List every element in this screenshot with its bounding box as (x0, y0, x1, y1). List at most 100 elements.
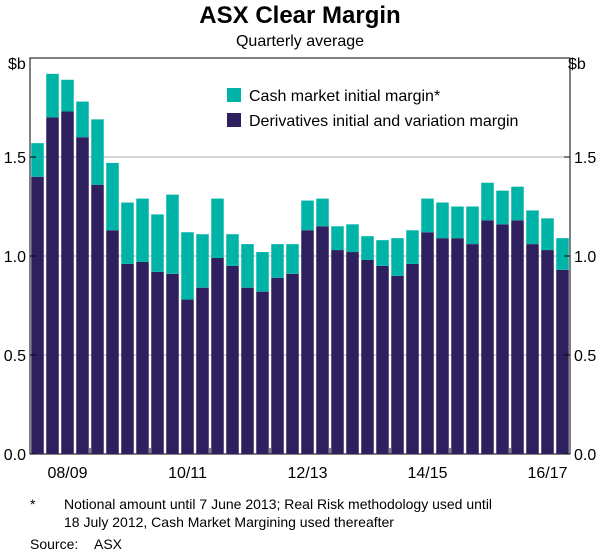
bar-cash-16 (271, 244, 284, 278)
bar-cash-4 (91, 119, 104, 185)
bar-derivatives-15 (256, 291, 269, 454)
bar-derivatives-26 (421, 232, 434, 454)
bar-derivatives-28 (451, 238, 464, 454)
bar-cash-21 (346, 224, 359, 253)
bars (31, 73, 569, 455)
bar-cash-19 (316, 198, 329, 227)
footnote-line-1: Notional amount until 7 June 2013; Real … (64, 496, 493, 512)
bar-derivatives-32 (511, 220, 524, 454)
bar-cash-8 (151, 214, 164, 272)
bar-cash-29 (466, 206, 479, 245)
source-label: Source: (30, 536, 79, 552)
xtick-label-2: 12/13 (287, 465, 327, 482)
bar-derivatives-31 (496, 224, 509, 454)
bar-cash-0 (31, 143, 44, 177)
bar-derivatives-18 (301, 230, 314, 454)
bar-derivatives-1 (46, 117, 59, 455)
bar-derivatives-22 (361, 259, 374, 454)
bar-derivatives-10 (181, 299, 194, 454)
bar-cash-30 (481, 182, 494, 221)
bar-derivatives-27 (436, 238, 449, 454)
bar-cash-34 (541, 218, 554, 251)
bar-cash-9 (166, 194, 179, 274)
bar-derivatives-8 (151, 271, 164, 454)
legend-swatch-cash (227, 88, 241, 102)
bar-derivatives-6 (121, 263, 134, 454)
xtick-label-1: 10/11 (168, 465, 207, 482)
bar-cash-26 (421, 198, 434, 233)
gridlines (30, 156, 570, 356)
ytick-label-left-3: 1.5 (4, 150, 26, 167)
xtick-label-3: 14/15 (407, 465, 447, 482)
ytick-label-right-1: 0.5 (574, 348, 596, 365)
bar-cash-1 (46, 73, 59, 118)
footnote-marker: * (30, 496, 36, 512)
bar-derivatives-7 (136, 261, 149, 454)
bar-cash-18 (301, 200, 314, 231)
footnote-line-2: 18 July 2012, Cash Market Margining used… (64, 514, 394, 530)
legend-swatch-derivatives (227, 113, 241, 127)
chart-subtitle: Quarterly average (235, 33, 365, 50)
bar-derivatives-0 (31, 176, 44, 455)
bar-cash-32 (511, 186, 524, 221)
chart-title: ASX Clear Margin (199, 2, 401, 29)
bar-derivatives-17 (286, 273, 299, 454)
y-axis-unit-left: $b (8, 56, 26, 73)
bar-cash-3 (76, 101, 89, 138)
bar-cash-27 (436, 202, 449, 239)
y-axis-unit-right: $b (568, 56, 586, 73)
legend-label-cash: Cash market initial margin* (249, 88, 440, 105)
ytick-label-left-2: 1.0 (4, 249, 26, 266)
bar-cash-6 (121, 202, 134, 264)
bar-cash-11 (196, 234, 209, 288)
bar-derivatives-33 (526, 244, 539, 454)
bar-derivatives-5 (106, 230, 119, 454)
bar-cash-28 (451, 206, 464, 239)
bar-derivatives-3 (76, 137, 89, 454)
axis-ticks: 0.0 0.0 0.5 0.5 1.0 1.0 1.5 1.5 08/09 10/11 12/13 1… (4, 150, 597, 482)
bar-derivatives-25 (406, 263, 419, 454)
xtick-label-0: 08/09 (47, 465, 87, 482)
bar-derivatives-21 (346, 252, 359, 454)
bar-cash-2 (61, 79, 74, 112)
bar-cash-14 (241, 244, 254, 288)
legend: Cash market initial margin* Derivatives … (227, 88, 518, 130)
bar-cash-22 (361, 236, 374, 260)
ytick-label-left-0: 0.0 (4, 447, 26, 464)
ytick-label-right-3: 1.5 (574, 150, 596, 167)
xtick-label-4: 16/17 (527, 465, 567, 482)
bar-derivatives-20 (331, 250, 344, 454)
bar-cash-25 (406, 230, 419, 264)
bar-derivatives-12 (211, 257, 224, 454)
bar-derivatives-30 (481, 220, 494, 454)
bar-derivatives-9 (166, 273, 179, 454)
bar-derivatives-4 (91, 184, 104, 454)
bar-derivatives-29 (466, 244, 479, 454)
ytick-label-right-0: 0.0 (574, 447, 596, 464)
bar-derivatives-16 (271, 277, 284, 454)
bar-cash-31 (496, 190, 509, 225)
bar-cash-24 (391, 238, 404, 276)
bar-cash-15 (256, 252, 269, 292)
bar-cash-17 (286, 244, 299, 274)
bar-cash-35 (556, 238, 569, 270)
ytick-label-right-2: 1.0 (574, 249, 596, 266)
bar-derivatives-13 (226, 265, 239, 454)
bar-derivatives-2 (61, 111, 74, 455)
bar-cash-23 (376, 240, 389, 266)
bar-cash-10 (181, 232, 194, 300)
bar-cash-33 (526, 210, 539, 245)
bar-derivatives-19 (316, 226, 329, 454)
source-value: ASX (94, 536, 123, 552)
bar-cash-20 (331, 226, 344, 251)
bar-derivatives-35 (556, 269, 569, 454)
bar-derivatives-14 (241, 287, 254, 454)
bar-cash-7 (136, 198, 149, 262)
bar-derivatives-34 (541, 250, 554, 454)
bar-cash-13 (226, 234, 239, 266)
bar-cash-5 (106, 162, 119, 231)
bar-derivatives-23 (376, 265, 389, 454)
ytick-label-left-1: 0.5 (4, 348, 26, 365)
bar-derivatives-24 (391, 275, 404, 454)
